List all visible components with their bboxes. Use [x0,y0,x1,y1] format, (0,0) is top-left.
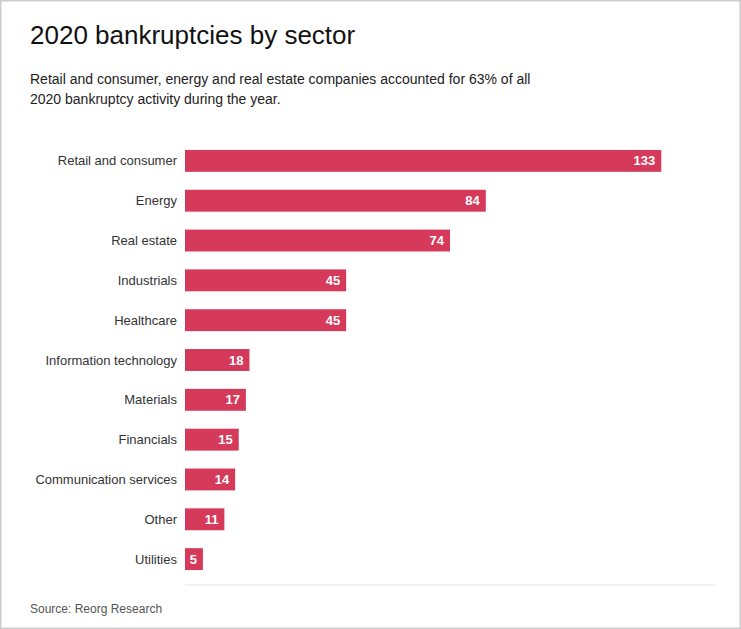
category-label: Materials [124,392,177,407]
bars [185,150,661,570]
bar [185,309,346,331]
data-label: 74 [430,233,445,248]
bar [185,429,239,451]
data-label: 45 [326,313,340,328]
data-label: 14 [215,472,230,487]
category-label: Healthcare [114,313,177,328]
bar [185,150,661,172]
bar [185,230,450,252]
category-label: Energy [136,193,178,208]
category-label: Utilities [135,552,177,567]
bar [185,190,486,212]
data-label: 84 [465,193,480,208]
data-label: 45 [326,273,340,288]
data-label: 5 [190,552,197,567]
labels: 133 Retail and consumer 84 Energy 74 Real est… [35,153,655,566]
border [1,1,741,629]
category-label: Other [144,512,177,527]
bar [185,389,246,411]
bar [185,269,346,291]
bar [185,548,203,570]
source: Source: Reorg Research [30,602,162,616]
category-label: Industrials [118,273,178,288]
data-label: 18 [229,353,243,368]
data-label: 133 [634,153,656,168]
bar [185,508,224,530]
subtitle: Retail and consumer, energy and real est… [30,71,530,107]
data-label: 17 [225,392,239,407]
data-label: 11 [205,512,219,527]
title: 2020 bankruptcies by sector [30,20,356,50]
category-label: Communication services [35,472,177,487]
category-label: Information technology [45,353,177,368]
data-label: 15 [218,432,232,447]
chart: 2020 bankruptcies by sector Retail and co… [0,0,741,629]
category-label: Financials [118,432,177,447]
bar [185,469,235,491]
bar [185,349,249,371]
x-axis-line [185,585,715,586]
category-label: Real estate [111,233,177,248]
category-label: Retail and consumer [58,153,178,168]
